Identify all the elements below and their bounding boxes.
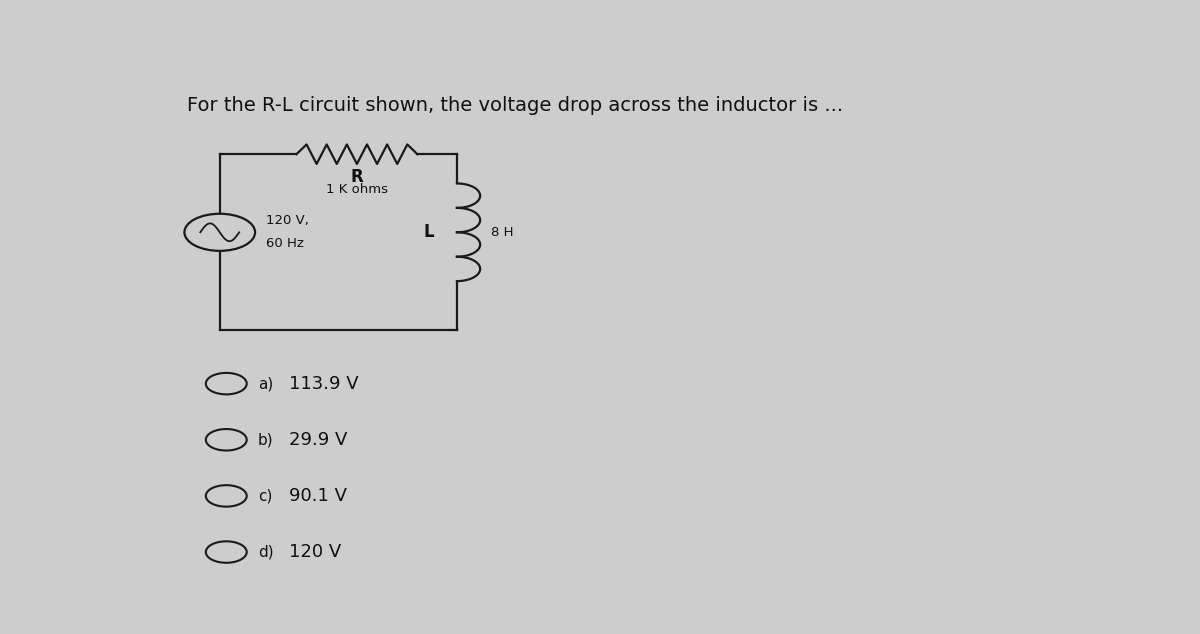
Text: 29.9 V: 29.9 V (288, 430, 347, 449)
Text: d): d) (258, 545, 274, 560)
Text: 120 V,: 120 V, (266, 214, 310, 228)
Text: R: R (350, 168, 364, 186)
Text: 120 V: 120 V (288, 543, 341, 561)
Text: a): a) (258, 376, 274, 391)
Text: c): c) (258, 488, 272, 503)
Text: 90.1 V: 90.1 V (288, 487, 347, 505)
Text: 8 H: 8 H (491, 226, 514, 239)
Text: b): b) (258, 432, 274, 447)
Text: L: L (424, 223, 433, 242)
Text: 60 Hz: 60 Hz (266, 237, 304, 250)
Text: 1 K ohms: 1 K ohms (326, 183, 388, 195)
Text: 113.9 V: 113.9 V (288, 375, 358, 392)
Text: For the R-L circuit shown, the voltage drop across the inductor is ...: For the R-L circuit shown, the voltage d… (187, 96, 844, 115)
